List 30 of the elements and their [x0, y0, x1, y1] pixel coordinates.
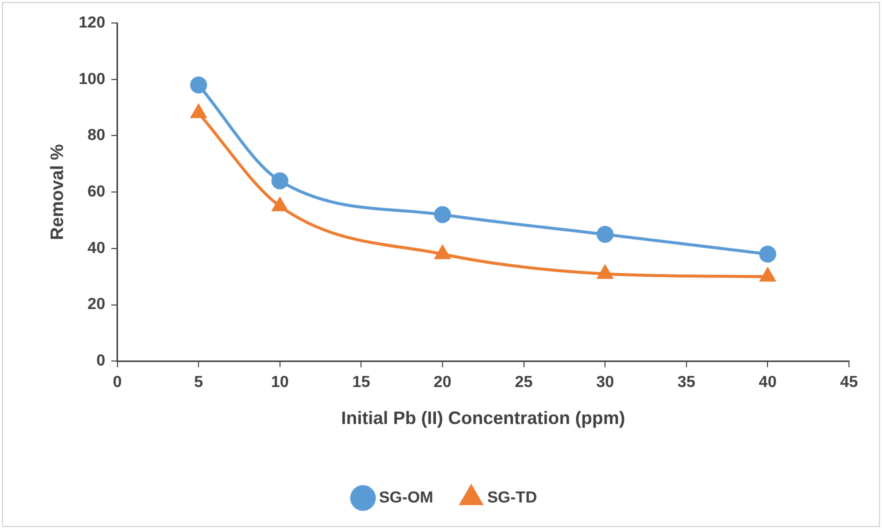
point	[598, 265, 613, 279]
y-tick-label: 80	[88, 127, 106, 144]
x-tick-label: 30	[596, 374, 614, 392]
point	[190, 76, 208, 94]
point	[760, 268, 776, 282]
x-tick-label: 45	[840, 374, 858, 392]
y-tick-label: 40	[88, 240, 106, 257]
x-tick-label: 35	[678, 374, 696, 392]
y-tick-label: 100	[78, 70, 106, 88]
point	[434, 206, 451, 224]
y-tick-label: 120	[78, 14, 106, 32]
y-axis-title: Removal %	[46, 144, 67, 240]
point	[759, 246, 776, 263]
y-tick-label: 0	[96, 352, 106, 370]
x-tick-label: 10	[271, 374, 289, 392]
legend-label: SG-OM	[379, 489, 434, 506]
x-tick-label: 15	[352, 374, 370, 392]
x-tick-label: 20	[434, 374, 452, 392]
x-tick-label: 0	[112, 374, 122, 392]
point	[596, 226, 614, 243]
x-tick-label: 5	[194, 374, 204, 392]
x-tick-label: 25	[514, 374, 533, 392]
point	[272, 198, 288, 212]
x-axis-title: Initial Pb (II) Concentration (ppm)	[341, 408, 626, 428]
y-tick-label: 60	[88, 184, 106, 201]
point	[271, 172, 288, 190]
legend-label: SG-TD	[487, 489, 538, 506]
x-tick-label: 40	[758, 374, 777, 392]
point	[434, 246, 450, 260]
y-tick-label: 20	[88, 296, 106, 314]
